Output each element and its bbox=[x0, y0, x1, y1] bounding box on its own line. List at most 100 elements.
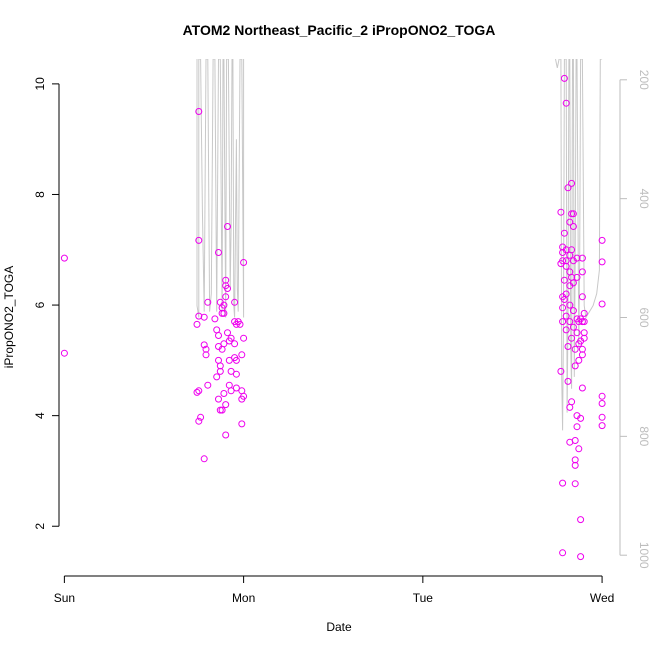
altitude-trace bbox=[555, 59, 603, 431]
data-point bbox=[231, 340, 239, 348]
data-point bbox=[569, 210, 577, 218]
data-point bbox=[224, 329, 231, 337]
y-axis-label: iPropONO2_TOGA bbox=[2, 266, 16, 368]
data-point bbox=[232, 384, 240, 392]
y-tick-label: 8 bbox=[33, 191, 47, 198]
data-point bbox=[213, 373, 221, 381]
data-point bbox=[571, 480, 579, 488]
data-point bbox=[60, 254, 68, 262]
y-tick-label: 6 bbox=[33, 301, 47, 308]
data-point bbox=[564, 377, 572, 385]
data-point bbox=[566, 301, 574, 309]
data-point bbox=[222, 401, 230, 409]
data-point bbox=[238, 420, 246, 428]
data-point bbox=[568, 398, 576, 406]
data-point bbox=[232, 356, 240, 364]
data-point bbox=[568, 334, 576, 342]
data-point bbox=[557, 260, 565, 268]
data-point bbox=[236, 320, 244, 328]
data-point bbox=[566, 318, 574, 326]
data-point bbox=[598, 236, 606, 244]
right-tick-label: 1000 bbox=[637, 542, 650, 569]
data-point bbox=[557, 208, 565, 216]
data-point bbox=[195, 108, 203, 115]
data-point bbox=[562, 312, 570, 320]
data-point bbox=[200, 455, 208, 463]
data-point bbox=[569, 323, 577, 331]
data-point bbox=[562, 262, 570, 270]
data-point bbox=[578, 268, 586, 276]
data-point bbox=[211, 315, 219, 323]
x-tick-label: Wed bbox=[590, 591, 614, 605]
data-point bbox=[580, 318, 588, 326]
data-point bbox=[562, 246, 570, 254]
data-point bbox=[569, 279, 577, 287]
data-point bbox=[578, 293, 586, 301]
right-tick-label: 400 bbox=[637, 189, 650, 209]
data-point bbox=[215, 249, 222, 256]
data-point bbox=[598, 400, 606, 407]
data-point bbox=[224, 223, 231, 230]
data-point bbox=[560, 276, 568, 284]
data-point bbox=[564, 343, 572, 350]
data-point bbox=[577, 553, 585, 561]
data-point bbox=[598, 422, 606, 430]
data-point bbox=[562, 326, 570, 334]
data-point bbox=[568, 246, 576, 254]
data-point bbox=[225, 381, 233, 389]
data-point bbox=[598, 300, 606, 308]
data-point bbox=[227, 367, 235, 375]
data-point bbox=[577, 516, 585, 524]
data-point bbox=[560, 229, 568, 237]
data-point bbox=[240, 334, 248, 342]
data-point bbox=[200, 313, 208, 321]
data-point bbox=[598, 413, 606, 421]
data-point bbox=[598, 392, 606, 400]
data-point bbox=[573, 254, 581, 262]
data-point bbox=[568, 179, 576, 187]
data-point bbox=[569, 223, 577, 230]
data-point bbox=[202, 345, 210, 353]
data-points bbox=[60, 74, 606, 561]
data-point bbox=[578, 351, 586, 359]
x-tick-label: Mon bbox=[232, 591, 255, 605]
x-tick-label: Tue bbox=[413, 591, 434, 605]
data-point bbox=[224, 285, 231, 292]
data-point bbox=[238, 351, 246, 359]
data-point bbox=[578, 384, 586, 392]
data-point bbox=[220, 309, 228, 317]
data-point bbox=[559, 304, 567, 312]
data-point bbox=[195, 236, 203, 244]
data-point bbox=[215, 332, 222, 339]
x-ticks: Sun Mon Tue Wed bbox=[54, 576, 614, 605]
data-point bbox=[573, 329, 581, 337]
data-point bbox=[598, 258, 606, 266]
altitude-trace bbox=[196, 59, 245, 318]
data-point bbox=[560, 296, 568, 303]
data-point bbox=[60, 349, 68, 357]
data-point bbox=[240, 392, 248, 400]
data-point bbox=[564, 184, 572, 192]
data-point bbox=[571, 437, 579, 444]
data-point bbox=[220, 301, 228, 309]
x-tick-label: Sun bbox=[54, 591, 75, 605]
chart-title: ATOM2 Northeast_Pacific_2 iPropONO2_TOGA bbox=[183, 22, 496, 38]
data-point bbox=[227, 334, 235, 342]
data-point bbox=[216, 367, 224, 375]
data-point bbox=[195, 387, 203, 395]
data-point bbox=[215, 395, 222, 403]
data-point bbox=[566, 403, 574, 411]
data-point bbox=[231, 298, 239, 306]
right-tick-label: 800 bbox=[637, 426, 650, 446]
data-point bbox=[218, 406, 226, 414]
data-point bbox=[218, 345, 226, 353]
data-point bbox=[193, 388, 201, 396]
data-point bbox=[204, 298, 212, 306]
x-axis-label: Date bbox=[326, 620, 352, 634]
data-point bbox=[222, 293, 230, 301]
data-point bbox=[559, 318, 567, 326]
data-point bbox=[232, 370, 240, 378]
data-point bbox=[578, 254, 586, 262]
data-point bbox=[204, 381, 212, 389]
